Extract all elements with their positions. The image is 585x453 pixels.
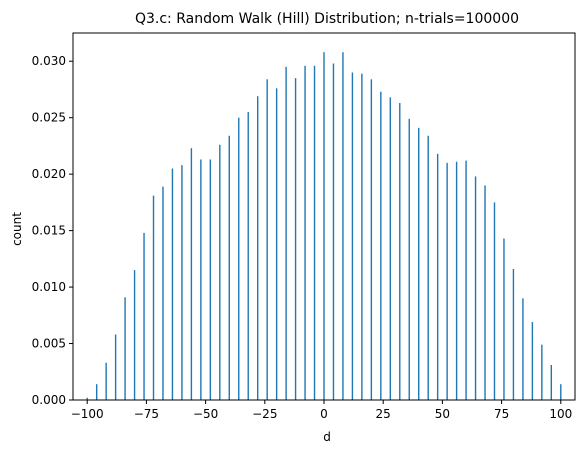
- bar: [181, 165, 183, 400]
- bar: [408, 118, 410, 400]
- bar: [285, 66, 287, 400]
- bar: [446, 162, 448, 400]
- y-tick-label: 0.000: [32, 393, 66, 407]
- y-tick-label: 0.015: [32, 224, 66, 238]
- bar: [124, 297, 126, 400]
- bar: [541, 344, 543, 400]
- bar: [209, 159, 212, 400]
- bar: [200, 159, 202, 400]
- bar: [190, 148, 193, 400]
- x-tick-label: −75: [134, 407, 159, 421]
- y-tick-label: 0.010: [32, 280, 66, 294]
- bar: [143, 232, 145, 400]
- x-tick-label: 75: [494, 407, 509, 421]
- bar: [531, 322, 534, 400]
- bar: [389, 97, 391, 401]
- bar: [484, 185, 486, 400]
- bar: [228, 135, 230, 400]
- x-tick-label: 100: [549, 407, 572, 421]
- y-tick-label: 0.005: [32, 337, 66, 351]
- bar: [361, 73, 363, 401]
- plot-frame: [72, 32, 576, 401]
- bar: [238, 117, 240, 400]
- bar: [171, 168, 174, 400]
- bar: [512, 269, 515, 400]
- bar: [418, 127, 420, 401]
- bar: [275, 88, 278, 400]
- bar: [304, 65, 306, 400]
- bar: [294, 78, 297, 401]
- bar: [162, 186, 164, 400]
- y-axis-label: count: [10, 212, 24, 246]
- bar: [95, 384, 98, 400]
- x-axis-ticks: −100 −75 −50 −25 0 25 50 75 100: [71, 400, 572, 421]
- x-tick-label: −25: [252, 407, 277, 421]
- x-tick-label: −50: [193, 407, 218, 421]
- x-axis-label: d: [323, 430, 331, 444]
- bar: [133, 270, 136, 400]
- bar: [522, 298, 524, 400]
- bar: [560, 384, 562, 400]
- x-tick-label: 0: [320, 407, 328, 421]
- bar: [503, 238, 505, 400]
- bar: [323, 52, 325, 400]
- y-axis-ticks: 0.000 0.005 0.010 0.015 0.020 0.025 0.030: [32, 54, 73, 407]
- bar: [436, 153, 439, 400]
- bar: [266, 79, 268, 401]
- bar: [370, 79, 373, 401]
- bar: [105, 362, 107, 400]
- bar: [399, 103, 401, 400]
- bar: [342, 52, 344, 400]
- bar: [86, 397, 88, 400]
- bar: [474, 176, 477, 400]
- bar: [380, 91, 382, 400]
- x-tick-label: −100: [71, 407, 104, 421]
- bar: [257, 96, 259, 401]
- y-tick-label: 0.030: [32, 54, 66, 68]
- bar: [427, 135, 429, 400]
- y-tick-label: 0.025: [32, 111, 66, 125]
- bar: [332, 63, 335, 401]
- bar: [247, 112, 249, 401]
- bar: [152, 195, 155, 400]
- bar: [550, 364, 553, 400]
- x-tick-label: 50: [435, 407, 450, 421]
- bars-group: [86, 52, 562, 401]
- bar: [465, 160, 467, 400]
- bar: [114, 334, 117, 400]
- bar: [455, 161, 458, 400]
- bar: [351, 72, 354, 401]
- chart-title: Q3.c: Random Walk (Hill) Distribution; n…: [135, 11, 519, 27]
- bar: [313, 65, 316, 400]
- x-tick-label: 25: [376, 407, 391, 421]
- y-tick-label: 0.020: [32, 167, 66, 181]
- bar: [219, 144, 221, 400]
- bar: [493, 202, 496, 400]
